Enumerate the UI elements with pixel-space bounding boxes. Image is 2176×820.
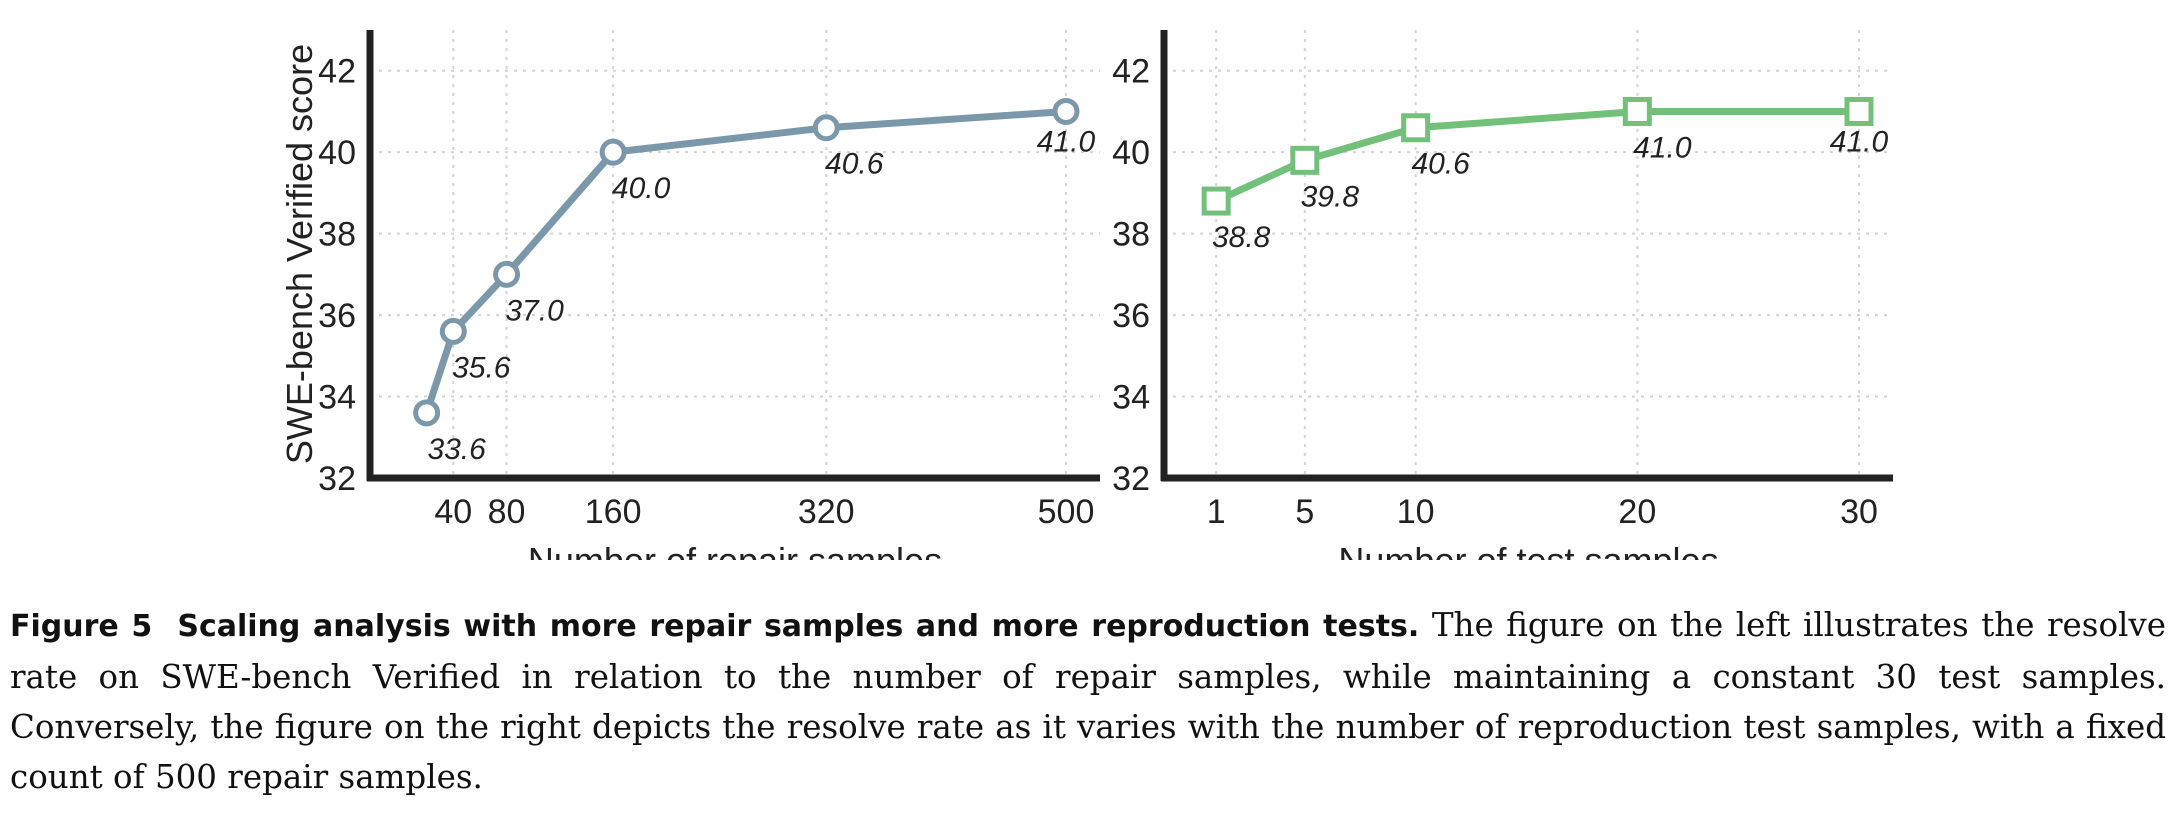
repair-y-axis-label: SWE-bench Verified score <box>279 44 320 464</box>
repair-x-tick-label: 160 <box>585 493 642 531</box>
repair-y-tick-label: 36 <box>318 297 356 335</box>
repair-data-point <box>413 399 441 427</box>
repair-x-tick-label: 80 <box>488 493 526 531</box>
repair-data-label: 40.0 <box>612 172 671 205</box>
test-data-point <box>1844 96 1874 126</box>
repair-x-tick-label: 320 <box>798 493 855 531</box>
repair-data-point <box>439 317 467 345</box>
repair-series-line <box>423 107 1070 417</box>
repair-y-tick-label: 40 <box>318 134 356 172</box>
test-data-label: 38.8 <box>1212 221 1271 254</box>
test-data-point <box>1201 186 1231 216</box>
test-chart: 32 34 36 38 40 42 1 5 10 20 30 Number of test sampl… <box>1112 30 1893 560</box>
repair-x-axis-label: Number of repair samples <box>528 540 942 560</box>
repair-y-tick-label: 38 <box>318 216 356 254</box>
repair-chart: 32 34 36 38 40 42 40 80 160 320 500 Number of repai… <box>279 30 1100 560</box>
test-data-point <box>1401 113 1431 143</box>
test-y-tick-label: 42 <box>1112 53 1150 91</box>
caption-text: The figure on the left illustrates the r… <box>10 606 2167 796</box>
test-y-tick-label: 34 <box>1112 379 1150 417</box>
repair-data-label: 33.6 <box>427 433 486 466</box>
repair-y-tick-label: 34 <box>318 379 356 417</box>
repair-data-point <box>1052 97 1080 125</box>
repair-data-label: 40.6 <box>825 148 884 181</box>
test-y-tick-label: 38 <box>1112 216 1150 254</box>
test-x-tick-label: 10 <box>1397 493 1435 531</box>
figure-caption: Figure 5 Scaling analysis with more repa… <box>10 600 2166 802</box>
figure: 32 34 36 38 40 42 40 80 160 320 500 Number of repai… <box>279 30 1893 560</box>
repair-data-point <box>812 114 840 142</box>
repair-data-point <box>493 260 521 288</box>
repair-data-label: 35.6 <box>452 351 511 384</box>
test-data-label: 41.0 <box>1633 131 1692 164</box>
test-data-label: 40.6 <box>1411 148 1470 181</box>
test-x-tick-label: 1 <box>1207 493 1226 531</box>
repair-data-point <box>599 138 627 166</box>
test-x-axis-label: Number of test samples <box>1338 540 1718 560</box>
repair-data-label: 41.0 <box>1037 125 1096 158</box>
test-y-tick-label: 36 <box>1112 297 1150 335</box>
repair-x-tick-label: 40 <box>434 493 472 531</box>
caption-title: Scaling analysis with more repair sample… <box>177 609 1420 644</box>
test-y-tick-label: 32 <box>1112 460 1150 498</box>
test-x-tick-label: 20 <box>1618 493 1656 531</box>
test-data-label: 41.0 <box>1830 125 1889 158</box>
test-x-tick-label: 30 <box>1840 493 1878 531</box>
caption-label: Figure 5 <box>10 609 153 644</box>
repair-y-tick-label: 42 <box>318 53 356 91</box>
test-data-point <box>1622 96 1652 126</box>
repair-x-tick-label: 500 <box>1038 493 1095 531</box>
test-y-tick-label: 40 <box>1112 134 1150 172</box>
repair-y-tick-label: 32 <box>318 460 356 498</box>
repair-data-label: 37.0 <box>505 294 564 327</box>
test-data-label: 39.8 <box>1301 180 1360 213</box>
test-data-point <box>1290 145 1320 175</box>
test-x-tick-label: 5 <box>1295 493 1314 531</box>
